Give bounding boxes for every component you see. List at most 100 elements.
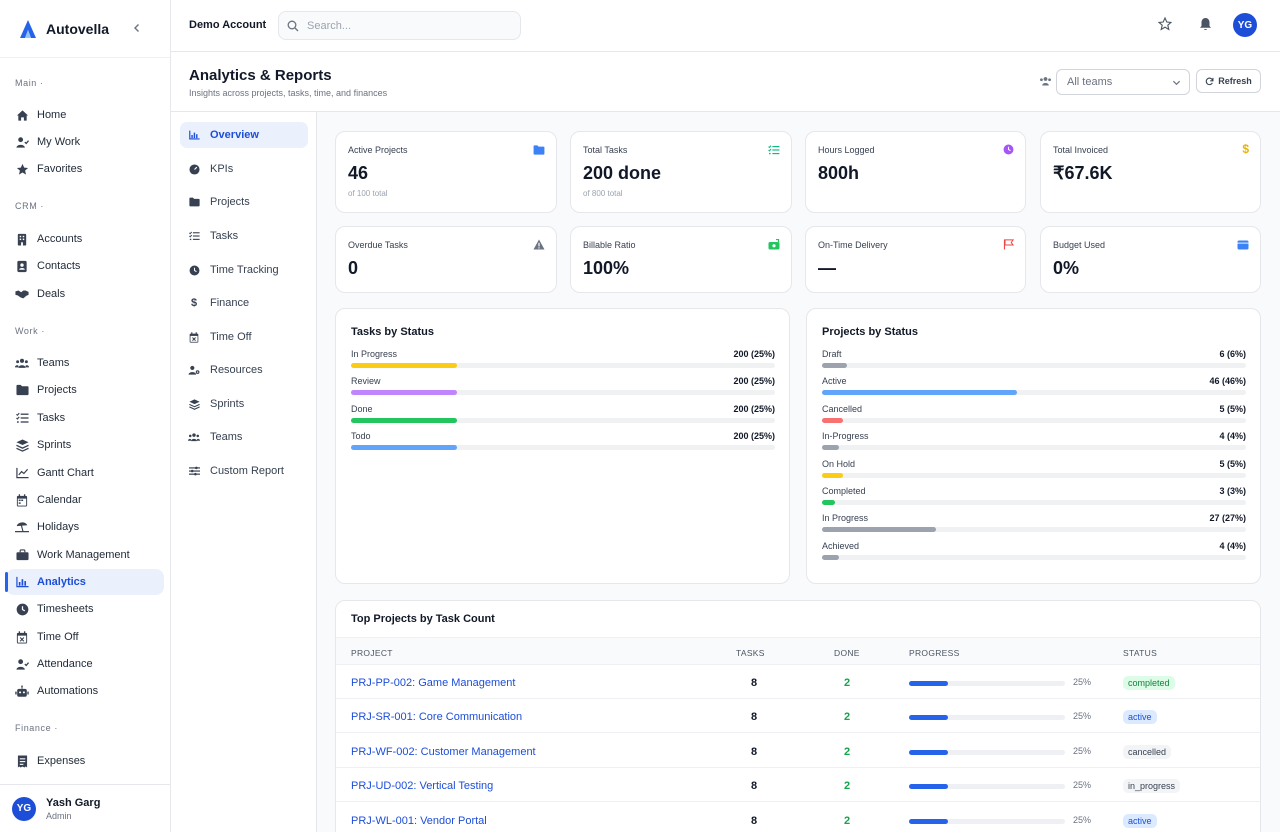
sidebar-item-projects[interactable]: Projects <box>6 377 164 403</box>
sidebar-item-calendar[interactable]: Calendar <box>6 487 164 513</box>
column-header-tasks[interactable]: TASKS <box>736 648 765 658</box>
status-row: In-Progress 4 (4%) <box>822 431 1246 458</box>
page-subtitle: Insights across projects, tasks, time, a… <box>189 88 388 98</box>
sidebar-item-attendance[interactable]: Attendance <box>6 651 164 677</box>
project-link[interactable]: PRJ-UD-002: Vertical Testing <box>351 780 494 793</box>
kpi-sub: of 100 total <box>348 189 388 198</box>
sidebar-item-expenses[interactable]: Expenses <box>6 748 164 774</box>
sidebar-item-deals[interactable]: Deals <box>6 281 164 307</box>
sidebar-item-contacts[interactable]: Contacts <box>6 253 164 279</box>
refresh-button[interactable]: Refresh <box>1196 69 1261 93</box>
brand-name: Autovella <box>46 20 110 37</box>
status-row: Review 200 (25%) <box>351 376 775 403</box>
sidebar-item-holidays[interactable]: Holidays <box>6 514 164 540</box>
status-label: Todo <box>351 431 371 442</box>
status-label: On Hold <box>822 458 856 469</box>
sidebar-item-accounts[interactable]: Accounts <box>6 226 164 252</box>
search-box[interactable] <box>278 11 521 40</box>
subnav-item-sprints[interactable]: Sprints <box>180 391 308 417</box>
sidebar-item-time-off[interactable]: Time Off <box>6 624 164 650</box>
progress-percent: 25% <box>1073 780 1092 791</box>
progress-bar <box>909 818 1065 824</box>
column-header-status[interactable]: STATUS <box>1123 648 1158 658</box>
notification-bell-icon[interactable] <box>1199 17 1212 34</box>
topbar-avatar[interactable]: YG <box>1233 13 1257 37</box>
done-count: 2 <box>843 745 851 758</box>
sidebar-item-teams[interactable]: Teams <box>6 350 164 376</box>
progress-bar <box>909 715 1065 721</box>
avatar: YG <box>12 796 36 821</box>
sidebar-item-analytics[interactable]: Analytics <box>5 569 164 595</box>
status-bar-track <box>351 363 775 368</box>
sidebar-item-gantt-chart[interactable]: Gantt Chart <box>6 460 164 486</box>
chevron-down-icon <box>1172 80 1181 86</box>
progress-bar-fill <box>909 749 948 755</box>
sidebar-item-work-management[interactable]: Work Management <box>6 542 164 568</box>
subnav-item-time-tracking[interactable]: Time Tracking <box>180 257 308 283</box>
clock-icon <box>15 602 29 616</box>
account-name[interactable]: Demo Account <box>189 19 267 31</box>
kpi-value: 800h <box>818 163 860 183</box>
subnav-item-finance[interactable]: $ Finance <box>180 290 308 316</box>
subnav-item-kpis[interactable]: KPIs <box>180 156 308 182</box>
subnav-item-projects[interactable]: Projects <box>180 189 308 215</box>
users-icon <box>15 356 29 370</box>
sidebar-item-sprints[interactable]: Sprints <box>6 432 164 458</box>
status-bar-track <box>351 390 775 396</box>
team-filter-value: All teams <box>1067 76 1113 88</box>
status-bar-track <box>351 417 775 423</box>
sidebar-item-tasks[interactable]: Tasks <box>6 405 164 431</box>
status-value: 6 (6%) <box>1219 349 1246 359</box>
column-header-progress[interactable]: PROGRESS <box>909 648 960 658</box>
status-label: Review <box>351 376 381 387</box>
subnav-item-overview[interactable]: Overview <box>180 122 308 148</box>
column-header-project[interactable]: PROJECT <box>351 648 393 658</box>
umbrella-beach-icon <box>15 520 29 534</box>
panel-title: Projects by Status <box>822 326 918 338</box>
status-bar-track <box>822 363 1246 368</box>
team-filter-select[interactable]: All teams <box>1056 69 1190 95</box>
project-link[interactable]: PRJ-PP-002: Game Management <box>351 677 516 689</box>
tasks-by-status-panel: Tasks by Status In Progress 200 (25%) Revi… <box>335 308 790 584</box>
table-row: PRJ-PP-002: Game Management 8 2 25% complete… <box>336 665 1260 699</box>
subnav-item-tasks[interactable]: Tasks <box>180 223 308 249</box>
sidebar-item-my-work[interactable]: My Work <box>6 129 164 155</box>
subnav-item-resources[interactable]: Resources <box>180 357 308 383</box>
current-user[interactable]: YG Yash Garg Admin <box>0 784 170 832</box>
dollar-icon: $ <box>190 297 198 309</box>
status-bar-fill <box>351 417 457 423</box>
sidebar-item-automations[interactable]: Automations <box>6 678 164 704</box>
subnav-item-teams[interactable]: Teams <box>180 424 308 450</box>
kpi-value: 46 <box>348 163 369 183</box>
money-icon <box>768 238 780 253</box>
kpi-card-billable-ratio: Billable Ratio 100% <box>570 226 792 293</box>
favorite-star-icon[interactable] <box>1157 16 1173 34</box>
dollar-icon: $ <box>1242 142 1249 156</box>
sidebar-item-timesheets[interactable]: Timesheets <box>6 596 164 622</box>
status-bar-fill <box>822 500 835 505</box>
search-input[interactable] <box>307 19 507 32</box>
refresh-label: Refresh <box>1218 76 1252 86</box>
project-link[interactable]: PRJ-WL-001: Vendor Portal <box>351 814 487 827</box>
kpi-card-hours-logged: Hours Logged 800h <box>805 131 1026 213</box>
kpi-value: ₹67.6K <box>1053 163 1113 183</box>
column-header-done[interactable]: DONE <box>834 648 860 658</box>
kpi-sub: of 800 total <box>583 189 623 198</box>
calendar-icon <box>15 493 29 507</box>
subnav-item-custom-report[interactable]: Custom Report <box>180 458 308 484</box>
sidebar-item-home[interactable]: Home <box>6 102 164 128</box>
project-link[interactable]: PRJ-WF-002: Customer Management <box>351 745 536 758</box>
gauge-icon <box>188 163 200 175</box>
status-label: Draft <box>822 349 842 359</box>
refresh-icon <box>1205 77 1214 85</box>
kpi-card-budget-used: Budget Used 0% <box>1040 226 1261 293</box>
receipt-icon <box>15 754 29 768</box>
sidebar-item-favorites[interactable]: Favorites <box>6 156 164 182</box>
chart-icon <box>188 129 200 141</box>
collapse-sidebar-icon[interactable] <box>132 20 142 36</box>
subnav-item-time-off[interactable]: Time Off <box>180 324 308 350</box>
project-link[interactable]: PRJ-SR-001: Core Communication <box>351 711 523 724</box>
status-value: 4 (4%) <box>1219 540 1246 551</box>
status-bar-fill <box>822 472 844 478</box>
done-count: 2 <box>843 711 851 724</box>
